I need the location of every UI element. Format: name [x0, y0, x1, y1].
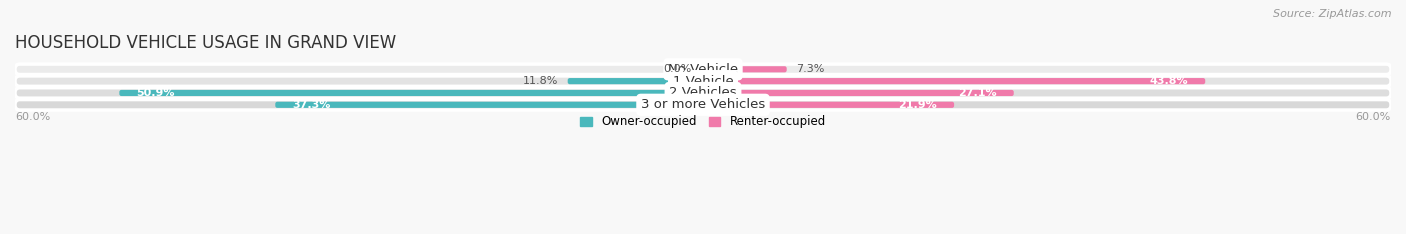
Text: 43.8%: 43.8% [1150, 76, 1188, 86]
Text: 27.1%: 27.1% [957, 88, 997, 98]
FancyBboxPatch shape [703, 90, 1014, 96]
FancyBboxPatch shape [15, 64, 1391, 74]
Text: Source: ZipAtlas.com: Source: ZipAtlas.com [1274, 9, 1392, 19]
Text: 37.3%: 37.3% [292, 100, 330, 110]
Text: 7.3%: 7.3% [796, 64, 824, 74]
Text: 11.8%: 11.8% [523, 76, 558, 86]
Text: 0.0%: 0.0% [664, 64, 692, 74]
Text: 60.0%: 60.0% [1355, 113, 1391, 122]
FancyBboxPatch shape [15, 88, 1391, 98]
FancyBboxPatch shape [276, 102, 703, 108]
Text: No Vehicle: No Vehicle [668, 63, 738, 76]
Text: 2 Vehicles: 2 Vehicles [669, 87, 737, 99]
Legend: Owner-occupied, Renter-occupied: Owner-occupied, Renter-occupied [575, 111, 831, 133]
FancyBboxPatch shape [15, 76, 1391, 86]
FancyBboxPatch shape [15, 100, 1391, 110]
FancyBboxPatch shape [703, 66, 787, 72]
FancyBboxPatch shape [703, 102, 955, 108]
Text: 60.0%: 60.0% [15, 113, 51, 122]
FancyBboxPatch shape [120, 90, 703, 96]
Text: 1 Vehicle: 1 Vehicle [672, 75, 734, 88]
Text: 21.9%: 21.9% [898, 100, 936, 110]
FancyBboxPatch shape [703, 78, 1205, 84]
Text: 50.9%: 50.9% [136, 88, 174, 98]
Text: HOUSEHOLD VEHICLE USAGE IN GRAND VIEW: HOUSEHOLD VEHICLE USAGE IN GRAND VIEW [15, 34, 396, 52]
FancyBboxPatch shape [568, 78, 703, 84]
Text: 3 or more Vehicles: 3 or more Vehicles [641, 98, 765, 111]
